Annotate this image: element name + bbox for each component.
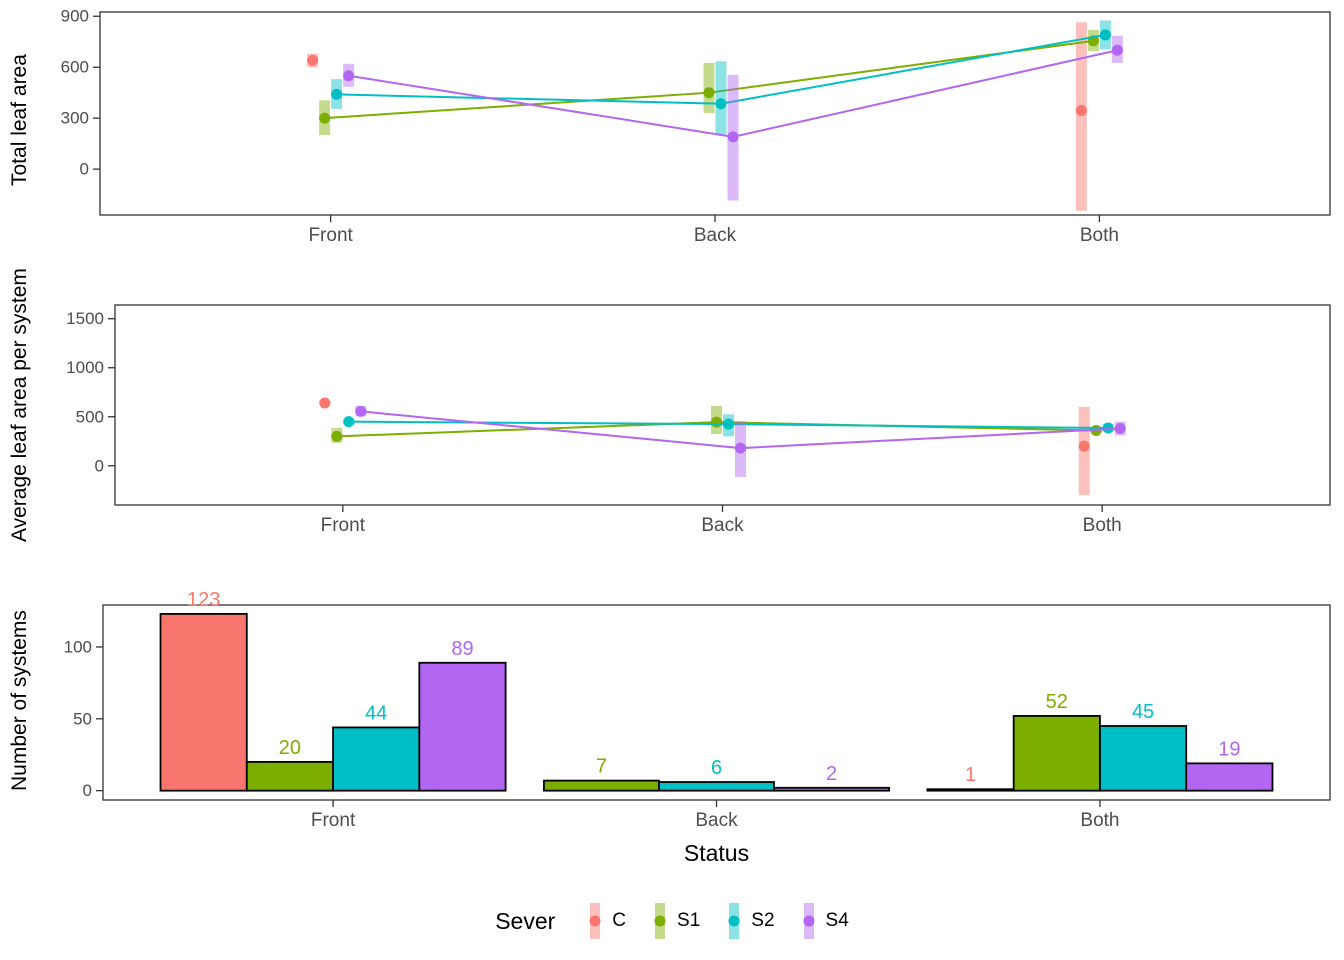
point-S1-Front (331, 430, 343, 442)
legend-pointrange-icon (728, 903, 740, 939)
legend-label: S4 (825, 910, 849, 931)
bar-value-label: 2 (826, 763, 837, 785)
y-tick-label: 500 (76, 407, 104, 426)
bar-S1-Both (1012, 715, 1101, 792)
bar-C-Both (926, 788, 1015, 792)
bar-value-label: 44 (365, 702, 387, 724)
x-tick-label: Back (695, 810, 738, 831)
bar-S1-Back (543, 779, 660, 792)
point-S4-Front (355, 405, 367, 417)
x-axis-title: Status (683, 840, 750, 866)
x-tick-label: Both (1083, 515, 1122, 536)
y-tick-label: 600 (61, 58, 89, 77)
y-tick-label: 50 (73, 709, 92, 728)
range-C-Both (1075, 22, 1087, 211)
x-tick-label: Both (1080, 225, 1119, 246)
x-tick-label: Back (694, 225, 737, 246)
legend: Sever C S1 S2 S4 (0, 902, 1344, 940)
panel-border (102, 604, 1331, 801)
legend-pointrange-icon (589, 903, 601, 939)
bar-value-label: 19 (1218, 738, 1240, 760)
panel-border (114, 304, 1331, 506)
point-C-Both (1078, 440, 1090, 452)
bar-value-label: 1 (965, 764, 976, 786)
point-S2-Front (343, 416, 355, 428)
x-tick-label: Front (311, 810, 356, 831)
y-tick-label: 300 (61, 109, 89, 128)
point-S4-Both (1114, 423, 1126, 435)
point-S2-Back (715, 98, 727, 110)
y-axis-title-total-leaf-area: Total leaf area (8, 54, 31, 186)
point-S2-Both (1099, 29, 1111, 41)
legend-title: Sever (495, 907, 556, 934)
panel-border (99, 11, 1331, 216)
bar-S2-Both (1099, 725, 1188, 792)
point-C-Front (307, 54, 319, 66)
bar-S2-Back (658, 781, 775, 792)
legend-label: S2 (751, 910, 775, 931)
legend-pointrange-icon (803, 903, 815, 939)
point-S1-Back (711, 416, 722, 428)
y-tick-label: 1000 (66, 358, 104, 377)
y-tick-label: 100 (64, 637, 92, 656)
bar-value-label: 20 (279, 737, 301, 759)
legend-entry-C: C (587, 902, 626, 940)
y-axis-title-number-of-systems: Number of systems (8, 610, 31, 792)
panel-average-leaf-area-per-system: 0 500 1000 1500 Front Back Both (66, 304, 1331, 536)
bar-S2-Front (332, 726, 421, 792)
legend-entry-S1: S1 (652, 902, 700, 940)
point-C-Both (1075, 105, 1087, 117)
panel-total-leaf-area: 0 300 600 900 Front Back Both (61, 7, 1331, 246)
bar-C-Front (159, 613, 248, 792)
bar-value-label: 45 (1132, 701, 1154, 723)
x-tick-label: Back (701, 515, 744, 536)
legend-pointrange-icon (654, 903, 666, 939)
point-S4-Front (343, 70, 355, 82)
y-tick-label: 0 (95, 456, 104, 475)
point-S1-Back (703, 87, 715, 99)
x-tick-label: Front (321, 515, 366, 536)
bar-S4-Back (773, 786, 890, 792)
x-tick-label: Front (308, 225, 353, 246)
point-S1-Front (319, 112, 331, 124)
point-S2-Back (723, 418, 734, 430)
bar-value-label: 52 (1046, 691, 1068, 713)
panel-number-of-systems: 0 50 100 Front Back Both 123 20 44 89 7 6 2 1 52 45 19 (64, 589, 1331, 831)
bar-value-label: 89 (451, 638, 473, 660)
legend-entry-S2: S2 (726, 902, 775, 940)
point-S2-Front (331, 88, 343, 100)
legend-label: S1 (677, 910, 701, 931)
bar-S4-Front (418, 661, 507, 792)
bar-value-label: 6 (711, 757, 722, 779)
y-tick-label: 900 (61, 7, 89, 26)
x-tick-label: Both (1080, 810, 1119, 831)
y-tick-label: 1500 (66, 309, 104, 328)
bar-S4-Both (1185, 762, 1274, 792)
legend-entry-S4: S4 (801, 902, 849, 940)
legend-label: C (612, 910, 627, 931)
point-S2-Both (1102, 422, 1114, 434)
bar-value-label: 7 (596, 756, 607, 778)
point-C-Front (319, 397, 331, 409)
y-tick-label: 0 (83, 781, 92, 800)
point-S4-Back (727, 131, 739, 143)
point-S4-Both (1111, 44, 1123, 56)
y-tick-label: 0 (80, 160, 89, 179)
point-S4-Back (735, 442, 746, 454)
bar-value-label: 123 (187, 589, 220, 611)
range-S2-Back (715, 61, 727, 135)
bar-S1-Front (245, 761, 334, 792)
y-axis-title-average-leaf-area: Average leaf area per system (8, 268, 31, 542)
